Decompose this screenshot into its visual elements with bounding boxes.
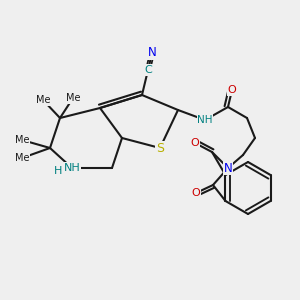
Text: N: N bbox=[224, 161, 232, 175]
Text: O: O bbox=[190, 138, 200, 148]
Text: C: C bbox=[144, 65, 152, 75]
Text: Me: Me bbox=[15, 135, 29, 145]
Text: H: H bbox=[54, 166, 62, 176]
Text: NH: NH bbox=[64, 163, 80, 173]
Text: O: O bbox=[192, 188, 200, 198]
Text: S: S bbox=[156, 142, 164, 154]
Text: N: N bbox=[148, 46, 156, 59]
Text: O: O bbox=[228, 85, 236, 95]
Text: Me: Me bbox=[15, 153, 29, 163]
Text: Me: Me bbox=[36, 95, 50, 105]
Text: Me: Me bbox=[66, 93, 80, 103]
Text: NH: NH bbox=[197, 115, 213, 125]
